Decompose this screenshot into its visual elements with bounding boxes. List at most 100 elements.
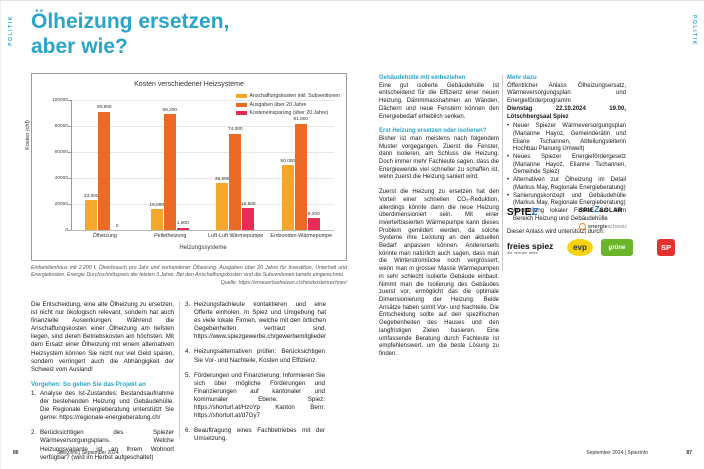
y-tick-mark <box>68 204 71 205</box>
bar-luft-luft-w-rmepumpe <box>216 183 229 230</box>
chart-legend: Anschaffungskosten inkl. Subventionen Aus… <box>235 93 340 119</box>
bar--lheizung <box>98 111 111 230</box>
energieschweiz-logo: energieschweiz <box>579 223 627 230</box>
y-tick-label: 80000 <box>54 123 68 129</box>
y-tick-mark <box>68 152 71 153</box>
y-tick-mark <box>68 100 71 101</box>
gridline <box>72 178 334 179</box>
legend-label: Ausgaben über 20 Jahre <box>249 101 307 108</box>
y-tick-mark <box>68 230 71 231</box>
section-label-right: POLITIK <box>691 15 697 46</box>
step-number: 3. <box>185 301 191 308</box>
bar-value-label: 16,800 <box>240 201 256 207</box>
section-label-left: POLITIK <box>8 15 14 46</box>
event-bullet: Neuer Spiezer Wärmeversorgungsplan (Mari… <box>507 123 626 154</box>
chart-source: Quelle: https://erneuerbarheizen.ch/heiz… <box>220 280 347 286</box>
y-tick-mark <box>68 178 71 179</box>
legend-label: Kosteneinsparung (über 20 Jahre) <box>249 110 329 116</box>
x-category-label: Erdsonden-Wärmepumpe <box>270 233 333 239</box>
steps-heading: Vorgehen: So gehen Sie das Projekt an <box>31 380 146 388</box>
mehr-dazu-heading: Mehr dazu <box>507 75 537 81</box>
section-paragraph: Zuerst die Heizung zu ersetzen hat den V… <box>379 189 499 357</box>
step-item-4: 4. Heizungsalternativen prüfen: Berücksi… <box>185 348 325 364</box>
event-datetime: Dienstag 22.10.2024 19.00, Lötschbergsaa… <box>507 105 626 120</box>
event-bullet: Neues Spiezer Energiefördergesetz (Maria… <box>507 154 626 177</box>
gruene-logo: grüne <box>601 239 633 256</box>
left-page-column-1: Die Entscheidung, eine alte Ölheizung zu… <box>31 301 174 469</box>
sp-logo: SP <box>657 239 675 256</box>
energieschweiz-ring-icon <box>579 223 586 230</box>
step-text: Berücksichtigen des Spiezer Wärmeversorg… <box>40 429 174 461</box>
sponsor-logos: SPIEZ SPIEZSOLAR energieschweiz freies s… <box>507 201 677 269</box>
bar-luft-luft-w-rmepumpe <box>229 133 242 230</box>
right-page-column-1: Gebäudehülle mit einbeziehen Eine gut is… <box>379 75 499 366</box>
x-category-label: Ölheizung <box>92 233 117 239</box>
step-text: Beauftragung eines Fachbetriebes mit der… <box>194 427 325 443</box>
x-axis <box>71 230 334 231</box>
evp-logo: evp <box>567 239 593 256</box>
gridline <box>72 100 334 101</box>
page-title-line1: Ölheizung ersetzen, <box>31 10 230 33</box>
support-line: Dieser Anlass wird unterstützt durch: <box>507 229 605 236</box>
y-tick-label: 40000 <box>54 175 68 181</box>
bar-value-label: 16,000 <box>149 202 165 208</box>
section-paragraph: Bisher ist man meistens nach folgendem M… <box>379 135 499 181</box>
y-axis <box>71 100 72 230</box>
bar-value-label: 0 <box>115 223 119 229</box>
page-title: Ölheizung ersetzen, aber wie? <box>31 9 229 59</box>
step-item-6: 6. Beauftragung eines Fachbetriebes mit … <box>185 427 325 443</box>
event-bullet: Alternativen zur Ölheizung im Detail (Ma… <box>507 177 626 192</box>
bar-pelletheizung <box>163 114 176 230</box>
bar-value-label: 90,800 <box>96 105 112 111</box>
bar-value-label: 1,600 <box>176 221 189 227</box>
legend-label: Anschaffungskosten inkl. Subventionen <box>249 93 340 99</box>
column-divider-left <box>179 301 180 438</box>
chart-title: Kosten verschiedener Heizsysteme <box>134 81 244 88</box>
bar-luft-luft-w-rmepumpe <box>242 208 255 230</box>
step-text: Analyse des Ist-Zustandes: Bestandsaufna… <box>40 389 174 422</box>
footer-right: September 2024 | Spiezinfo <box>586 450 648 456</box>
left-page-column-2: 3. Heizungsfachleute kontaktieren und ei… <box>185 301 327 450</box>
x-category-label: Pelletheizung <box>154 233 187 239</box>
y-tick-label: 0 <box>65 227 68 233</box>
step-text: Heizungsalternativen prüfen: Berücksicht… <box>194 348 325 364</box>
bar-value-label: 74,000 <box>227 127 243 133</box>
spiez-logo: SPIEZ <box>507 207 539 218</box>
bar-pelletheizung <box>176 227 189 230</box>
step-text: Heizungsfachleute kontaktieren und eine … <box>194 301 327 341</box>
step-number: 1. <box>31 389 37 397</box>
gridline <box>72 152 334 153</box>
legend-swatch-icon <box>235 111 247 115</box>
step-item-3: 3. Heizungsfachleute kontaktieren und ei… <box>185 301 327 341</box>
bar-erdsonden-w-rmepumpe <box>307 218 320 230</box>
y-tick-label: 100000 <box>51 97 68 103</box>
page-title-line2: aber wie? <box>31 35 128 58</box>
step-number: 6. <box>185 427 191 435</box>
step-item-5: 5. Förderungen und Finanzierung: Informi… <box>185 372 325 421</box>
step-number: 2. <box>31 429 37 437</box>
legend-item: Kosteneinsparung (über 20 Jahre) <box>235 110 340 116</box>
gridline <box>72 126 334 127</box>
event-bullet: Ausstellung lokaler Firmen aus dem Berei… <box>507 208 626 223</box>
step-number: 5. <box>185 371 191 379</box>
gridline <box>72 204 334 205</box>
chart-plot-area: 0 20000 40000 60000 80000 100000 23,000 90,800 0… <box>52 98 334 251</box>
legend-item: Ausgaben über 20 Jahre <box>235 101 340 108</box>
x-category-label: Luft-Luft Wärmepumpe <box>208 233 264 239</box>
y-tick-label: 60000 <box>54 149 68 155</box>
chart-y-axis-label: Kosten (chf) <box>25 120 31 150</box>
legend-swatch-icon <box>235 94 247 98</box>
step-number: 4. <box>185 348 191 356</box>
step-item-1: 1. Analyse des Ist-Zustandes: Bestandsau… <box>31 390 174 422</box>
mehr-dazu-intro: Öffentlicher Anlass Ölheizungsersatz, Wä… <box>507 82 626 105</box>
bar-erdsonden-w-rmepumpe <box>294 123 307 230</box>
bar-value-label: 50,000 <box>280 158 296 164</box>
step-item-2: 2. Berücksichtigen des Spiezer Wärmevers… <box>31 429 174 461</box>
bar-value-label: 36,000 <box>214 176 230 182</box>
section-heading: Gebäudehülle mit einbeziehen <box>379 75 466 81</box>
y-tick-label: 20000 <box>54 201 68 207</box>
bar--lheizung <box>85 200 98 230</box>
step-text: Förderungen und Finanzierung: Informiere… <box>194 371 325 420</box>
chart-x-axis-label: Heizungssysteme <box>179 245 227 251</box>
